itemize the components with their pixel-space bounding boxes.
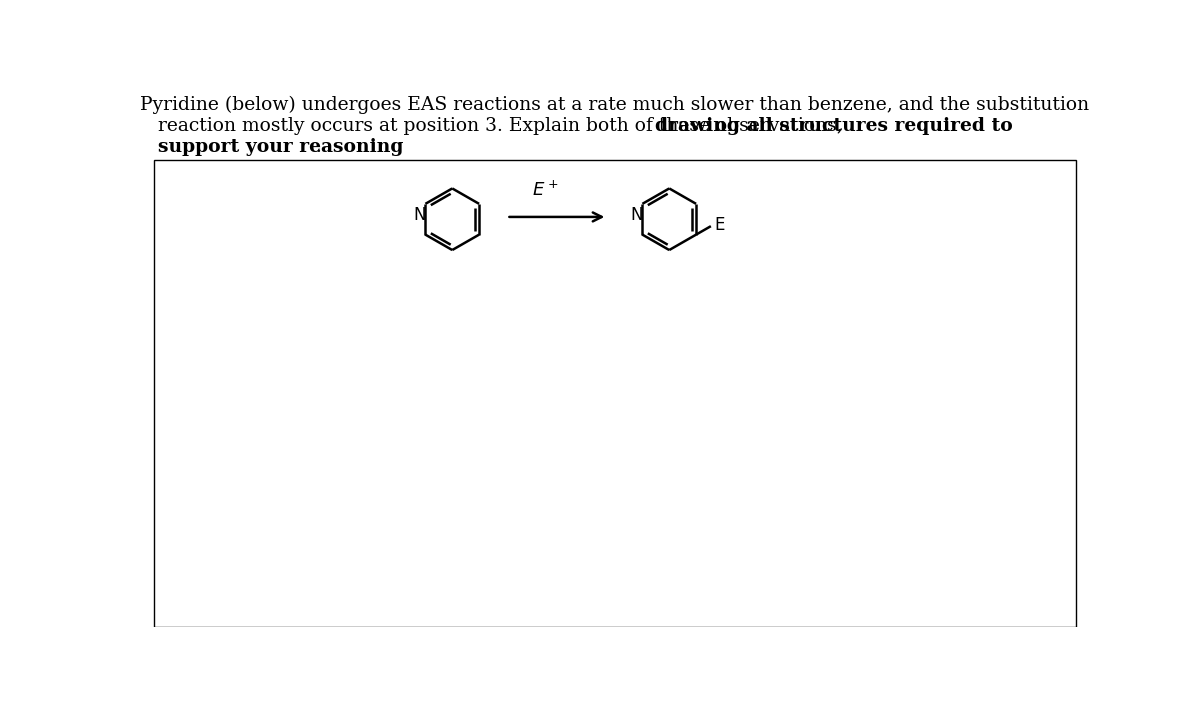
Text: Pyridine (below) undergoes EAS reactions at a rate much slower than benzene, and: Pyridine (below) undergoes EAS reactions…	[140, 96, 1090, 114]
Text: reaction mostly occurs at position 3. Explain both of these observations,: reaction mostly occurs at position 3. Ex…	[157, 117, 848, 135]
Text: .: .	[316, 137, 320, 156]
Text: N: N	[631, 206, 643, 224]
Bar	[154, 160, 1076, 627]
Text: drawing all structures required to: drawing all structures required to	[655, 117, 1013, 135]
Text: E: E	[714, 215, 725, 234]
Text: N: N	[414, 206, 426, 224]
Text: support your reasoning: support your reasoning	[157, 137, 403, 156]
Text: $E^+$: $E^+$	[532, 181, 558, 200]
